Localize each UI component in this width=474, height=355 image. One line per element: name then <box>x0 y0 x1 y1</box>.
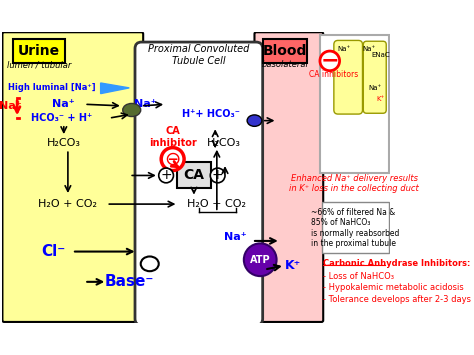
FancyBboxPatch shape <box>320 35 389 173</box>
Text: ⊖: ⊖ <box>164 149 181 169</box>
Text: H₂CO₃: H₂CO₃ <box>47 138 81 148</box>
Text: K⁺: K⁺ <box>376 96 384 102</box>
Circle shape <box>161 148 184 170</box>
FancyBboxPatch shape <box>2 32 143 322</box>
Text: Base⁻: Base⁻ <box>105 274 154 289</box>
FancyBboxPatch shape <box>177 162 211 188</box>
FancyBboxPatch shape <box>334 40 363 114</box>
Ellipse shape <box>141 256 159 271</box>
Text: H₂O + CO₂: H₂O + CO₂ <box>187 199 246 209</box>
Text: lumen / tubular: lumen / tubular <box>7 60 72 70</box>
Text: Proximal Convoluted
Tubule Cell: Proximal Convoluted Tubule Cell <box>148 44 249 66</box>
Text: Na⁺: Na⁺ <box>338 45 351 51</box>
FancyBboxPatch shape <box>321 202 389 253</box>
FancyBboxPatch shape <box>135 42 263 325</box>
Circle shape <box>320 51 339 71</box>
Text: Carbonic Anhydrase Inhibitors:: Carbonic Anhydrase Inhibitors: <box>323 258 471 268</box>
Text: basolateral: basolateral <box>261 60 308 70</box>
Text: H₂CO₃: H₂CO₃ <box>206 138 240 148</box>
Text: High luminal [Na⁺]: High luminal [Na⁺] <box>8 83 95 92</box>
Text: −: − <box>320 51 339 71</box>
Text: ~66% of filtered Na &
85% of NaHCO₃
is normally reabsorbed
in the proximal tubul: ~66% of filtered Na & 85% of NaHCO₃ is n… <box>311 208 399 248</box>
Text: ATP: ATP <box>250 255 271 265</box>
Text: HCO₃⁻ + H⁺: HCO₃⁻ + H⁺ <box>31 113 92 123</box>
Circle shape <box>159 168 173 183</box>
FancyBboxPatch shape <box>363 41 386 113</box>
Text: Na⁺: Na⁺ <box>368 85 382 91</box>
Text: H₂O + CO₂: H₂O + CO₂ <box>38 199 97 209</box>
Circle shape <box>244 244 276 276</box>
Ellipse shape <box>247 115 262 126</box>
Text: CA inhibitors: CA inhibitors <box>309 70 358 79</box>
Text: H⁺+ HCO₃⁻: H⁺+ HCO₃⁻ <box>182 109 240 119</box>
Text: Enhanced Na⁺ delivery results
in K⁺ loss in the collecting duct: Enhanced Na⁺ delivery results in K⁺ loss… <box>290 174 419 193</box>
Text: - Hypokalemic metabolic acidosis: - Hypokalemic metabolic acidosis <box>323 283 464 292</box>
Text: Na⁺: Na⁺ <box>53 99 75 109</box>
Circle shape <box>210 168 225 183</box>
Text: Urine: Urine <box>18 44 60 58</box>
Text: +: + <box>212 169 223 182</box>
Text: CA: CA <box>183 169 204 182</box>
FancyBboxPatch shape <box>13 39 65 62</box>
Text: Na⁺: Na⁺ <box>363 45 376 51</box>
Text: Blood: Blood <box>263 44 307 58</box>
Text: Na⁺: Na⁺ <box>134 99 157 109</box>
Text: Cl⁻: Cl⁻ <box>41 244 65 259</box>
Ellipse shape <box>123 103 141 116</box>
Text: +: + <box>160 169 172 182</box>
Text: Na⁺: Na⁺ <box>224 232 247 242</box>
FancyBboxPatch shape <box>255 32 323 322</box>
Text: - Loss of NaHCO₃: - Loss of NaHCO₃ <box>323 272 394 280</box>
Text: Na⁺: Na⁺ <box>0 101 22 111</box>
Text: - Tolerance develops after 2-3 days: - Tolerance develops after 2-3 days <box>323 295 471 304</box>
Polygon shape <box>100 83 129 94</box>
Text: CA
inhibitor: CA inhibitor <box>149 126 197 148</box>
FancyBboxPatch shape <box>263 39 307 62</box>
Text: K⁺: K⁺ <box>285 259 301 272</box>
Text: ENaC: ENaC <box>371 52 390 58</box>
